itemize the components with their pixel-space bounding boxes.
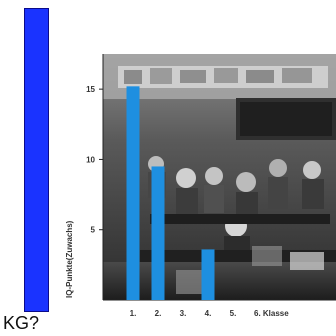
x-ticks-group: 1. 2. 3. 4. 5. 6. Klasse bbox=[130, 309, 290, 318]
y-tick-label: 10 bbox=[86, 155, 95, 164]
y-axis-label: IQ-Punkte(Zuwachs) bbox=[65, 220, 74, 298]
bar-2 bbox=[151, 166, 165, 300]
x-tick-label: 6. Klasse bbox=[254, 309, 289, 318]
y-tick-label: 5 bbox=[91, 226, 96, 235]
x-tick-label: 5. bbox=[230, 309, 237, 318]
y-ticks-group: 5 10 15 bbox=[86, 85, 103, 235]
x-tick-label: 1. bbox=[130, 309, 137, 318]
kg-label: KG? bbox=[3, 313, 40, 333]
kindergarten-bar bbox=[24, 8, 49, 312]
bar-1 bbox=[126, 86, 140, 301]
x-tick-label: 4. bbox=[205, 309, 212, 318]
bars-group bbox=[126, 86, 215, 301]
bar-4 bbox=[201, 249, 215, 300]
y-tick-label: 15 bbox=[86, 85, 95, 94]
classroom-photo bbox=[103, 54, 336, 300]
x-tick-label: 3. bbox=[180, 309, 187, 318]
x-tick-label: 2. bbox=[155, 309, 162, 318]
